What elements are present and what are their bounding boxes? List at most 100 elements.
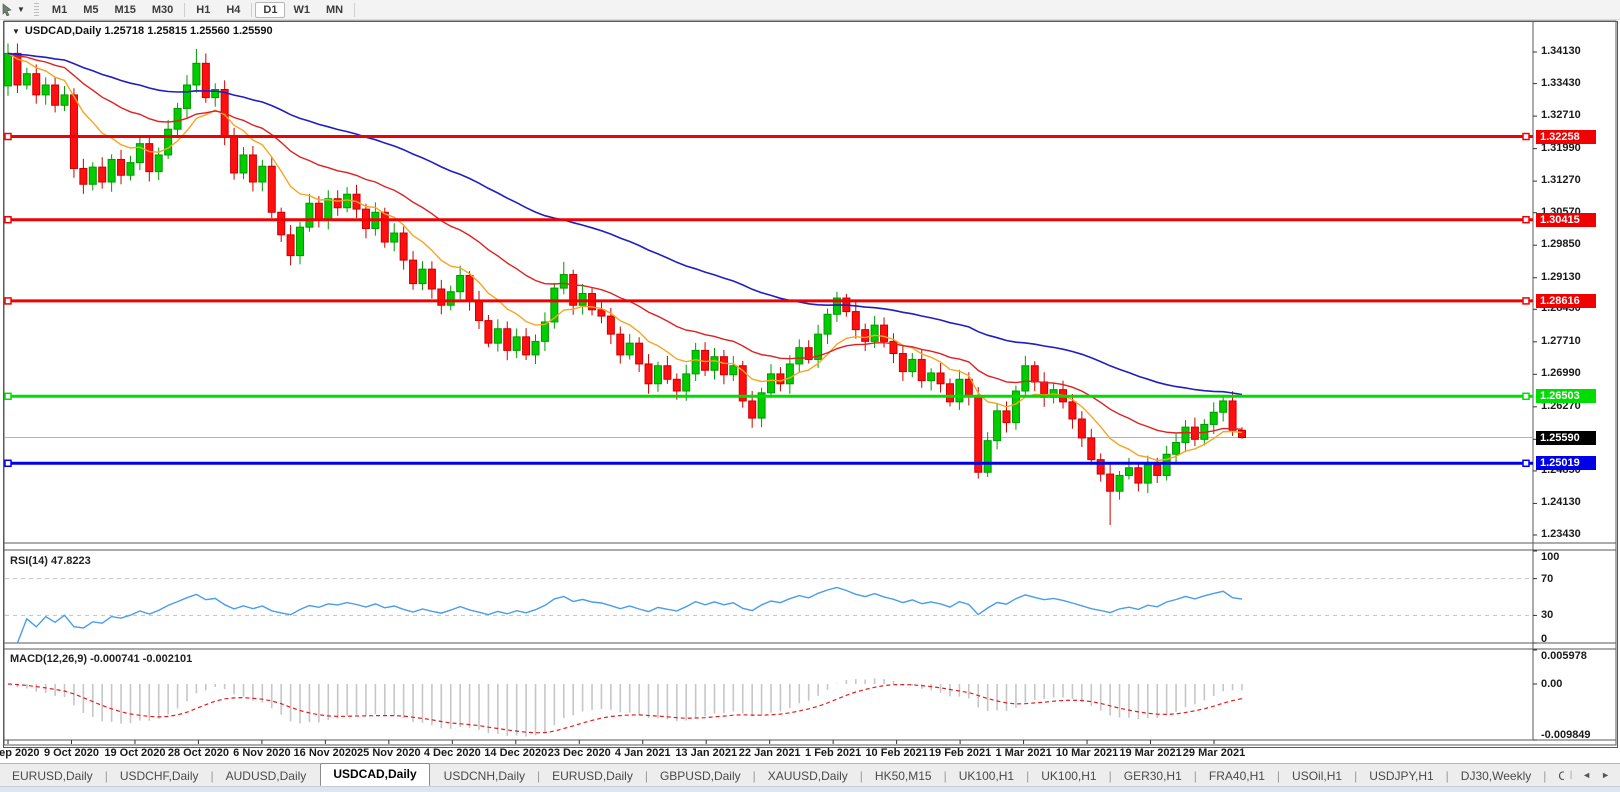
chart-tab-6-gbpusd-daily[interactable]: GBPUSD,Daily [659, 769, 741, 783]
candle-body [409, 259, 418, 285]
candle-body [559, 274, 568, 289]
candle-body [1124, 467, 1133, 476]
chart-tab-15-dj30-weekly[interactable]: DJ30,Weekly [1460, 769, 1532, 783]
chart-tab-14-usdjpy-h1[interactable]: USDJPY,H1 [1369, 769, 1434, 783]
tab-separator: | [1026, 769, 1030, 783]
macd-indicator-label: MACD(12,26,9) -0.000741 -0.002101 [10, 653, 193, 665]
chart-tab-4-usdcnh-daily[interactable]: USDCNH,Daily [443, 769, 526, 783]
candle-body [51, 84, 60, 106]
chart-tab-12-fra40-h1[interactable]: FRA40,H1 [1208, 769, 1265, 783]
timeframe-button-m15[interactable]: M15 [114, 3, 136, 16]
price-tick-label: 1.31270 [1541, 174, 1581, 187]
candle-body [1228, 400, 1237, 431]
date-tick-label: 28 Oct 2020 [167, 747, 229, 759]
candle-body [653, 365, 662, 385]
candle-body [79, 167, 88, 185]
chart-tab-2-audusd-daily[interactable]: AUDUSD,Daily [225, 769, 307, 783]
candle-body [22, 73, 31, 86]
candle-body [512, 336, 521, 351]
candle-body [1172, 441, 1181, 455]
level-price-tag: 1.25019 [1536, 456, 1596, 471]
tab-scroll-left-icon[interactable]: ◄ [1582, 769, 1592, 780]
chart-window[interactable] [3, 21, 1618, 748]
collapse-triangle-icon[interactable]: ▼ [12, 26, 20, 36]
timeframe-button-d1[interactable]: D1 [255, 1, 286, 18]
tab-separator: | [1569, 769, 1573, 779]
chart-tab-10-uk100-h1[interactable]: UK100,H1 [1041, 769, 1097, 783]
tab-separator: | [943, 769, 947, 783]
chart-tab-9-uk100-h1[interactable]: UK100,H1 [958, 769, 1015, 783]
chart-tab-8-hk50-m15[interactable]: HK50,M15 [874, 769, 932, 783]
candle-body [13, 52, 22, 86]
tab-scroll-right-icon[interactable]: ► [1601, 769, 1610, 780]
candle-body [277, 211, 286, 236]
candle-body [832, 297, 841, 315]
chart-tab-7-xauusd-daily[interactable]: XAUUSD,Daily [767, 769, 848, 783]
candle-body [117, 158, 126, 176]
candle-body [248, 154, 257, 183]
candle-body [126, 162, 135, 176]
timeframe-button-h1[interactable]: H1 [196, 3, 211, 16]
candle-body [1153, 464, 1162, 476]
tab-separator: | [1543, 769, 1547, 783]
candle-body [1143, 464, 1152, 484]
level-price-tag: 1.26503 [1536, 389, 1596, 404]
date-tick-label: 10 Mar 2021 [1055, 747, 1119, 759]
candle-body [738, 365, 747, 402]
status-bar [0, 786, 1620, 792]
candle-body [851, 311, 860, 331]
macd-tick-label: -0.009849 [1541, 729, 1591, 741]
candle-body [1181, 426, 1190, 443]
candle-body [493, 328, 502, 344]
level-price-tag: 1.28616 [1536, 293, 1596, 308]
timeframe-button-h4[interactable]: H4 [226, 3, 241, 16]
timeframe-button-m1[interactable]: M1 [51, 3, 68, 16]
rsi-tick-label: 100 [1541, 551, 1560, 563]
candle-body [60, 94, 69, 106]
price-tick-label: 1.26990 [1541, 367, 1581, 380]
timeframe-button-m5[interactable]: M5 [83, 3, 99, 16]
candle-body [1238, 429, 1246, 439]
price-tick-label: 1.27710 [1541, 334, 1581, 347]
candle-body [663, 365, 672, 380]
level-line-anchor [4, 215, 12, 224]
candle-body [1134, 467, 1143, 484]
timeframe-button-w1[interactable]: W1 [293, 3, 310, 16]
chart-title: ▼ USDCAD,Daily 1.25718 1.25815 1.25560 1… [12, 25, 273, 37]
chart-tab-11-ger30-h1[interactable]: GER30,H1 [1123, 769, 1182, 783]
chevron-down-icon[interactable]: ▼ [17, 5, 25, 14]
candle-body [795, 347, 804, 365]
chart-tab-16-china300-h1[interactable]: CHINA300,H1 [1558, 769, 1564, 783]
candle-body [1002, 410, 1011, 424]
candle-body [672, 378, 681, 392]
chart-tab-0-eurusd-daily[interactable]: EURUSD,Daily [12, 769, 93, 783]
candle-body [993, 410, 1002, 442]
timeframe-button-mn[interactable]: MN [325, 3, 344, 16]
rsi-tick-label: 0 [1541, 633, 1548, 645]
candle-body [814, 333, 823, 360]
chart-tab-13-usoil-h1[interactable]: USOil,H1 [1292, 769, 1343, 783]
tab-scroll-controls: | ◄ ► [1564, 766, 1620, 787]
tab-separator: | [1445, 769, 1449, 783]
candle-body [522, 336, 531, 356]
chart-tab-1-usdchf-daily[interactable]: USDCHF,Daily [119, 769, 199, 783]
chart-title-text: USDCAD,Daily 1.25718 1.25815 1.25560 1.2… [24, 25, 273, 37]
tab-separator: | [859, 769, 863, 783]
candle-body [1077, 418, 1086, 439]
candle-body [286, 234, 295, 257]
candle-body [880, 324, 889, 342]
date-tick-label: 19 Mar 2021 [1119, 747, 1182, 759]
candle-body [4, 52, 12, 87]
candle-body [1162, 453, 1171, 476]
candle-body [1209, 411, 1218, 425]
candle-body [1030, 365, 1039, 383]
level-line-anchor [1522, 392, 1530, 401]
candle-body [69, 94, 78, 169]
candle-body [465, 274, 474, 302]
candle-body [785, 363, 794, 385]
chart-tab-5-eurusd-daily[interactable]: EURUSD,Daily [552, 769, 633, 783]
cursor-tool-icon[interactable] [1, 3, 15, 16]
candle-body [474, 300, 483, 322]
timeframe-button-m30[interactable]: M30 [151, 3, 174, 16]
